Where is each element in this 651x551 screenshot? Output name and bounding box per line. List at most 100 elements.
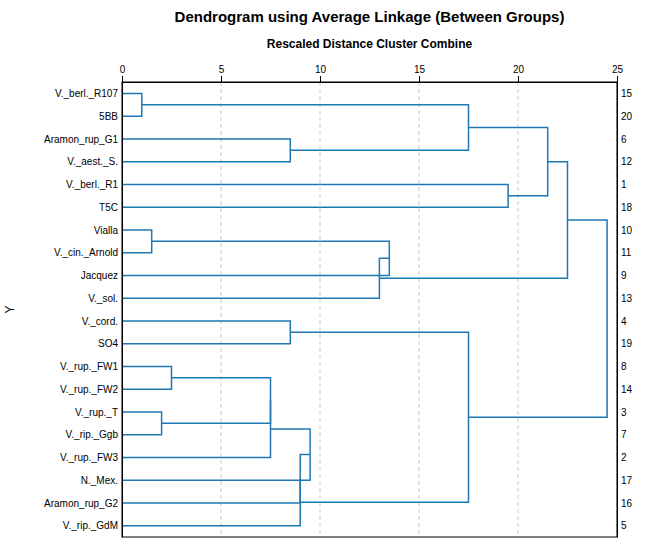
tick-label: 12: [621, 156, 633, 167]
tick-label: 10: [315, 64, 327, 75]
tick: V._aest._S.: [67, 156, 122, 167]
tick: 20: [513, 64, 525, 82]
tick-mark: [419, 76, 420, 82]
link: [142, 105, 469, 151]
link: [290, 332, 468, 502]
tick-label: 9: [621, 270, 627, 281]
tick-label: V._rup._FW3: [60, 452, 118, 463]
tick-label: 1: [621, 179, 627, 190]
tick: 5BB: [99, 111, 122, 122]
tick-label: V._aest._S.: [67, 156, 118, 167]
tick-label: 5: [219, 64, 225, 75]
tick: 9: [617, 270, 627, 281]
tick: 18: [617, 202, 633, 213]
tick: 14: [617, 384, 633, 395]
tick-label: 5: [621, 520, 627, 531]
tick: 5: [219, 64, 225, 82]
link: [122, 479, 300, 526]
tick-label: 20: [513, 64, 525, 75]
tick-label: Jacquez: [81, 270, 118, 281]
tick-label: 7: [621, 429, 627, 440]
tick-mark: [221, 76, 222, 82]
tick-label: 11: [621, 247, 632, 258]
link: [162, 378, 271, 424]
tick-label: 20: [621, 111, 633, 122]
link: [122, 139, 290, 162]
tick-label: 6: [621, 134, 627, 145]
tick: 20: [617, 111, 633, 122]
tick: 19: [617, 338, 633, 349]
tick-label: SO4: [98, 338, 118, 349]
tick-label: 3: [621, 407, 627, 418]
link: [122, 258, 389, 298]
tick: 10: [315, 64, 327, 82]
tick: Vialla: [94, 225, 122, 236]
tick: 4: [617, 316, 627, 327]
tick: 15: [414, 64, 426, 82]
tick: V._rup._FW1: [60, 361, 122, 372]
tick-label: 15: [621, 88, 633, 99]
tick-label: Vialla: [94, 225, 119, 236]
tick-label: 5BB: [99, 111, 118, 122]
tick: V._rup._FW3: [60, 452, 122, 463]
tick: V._sol.: [88, 293, 122, 304]
tick-label: 8: [621, 361, 627, 372]
link: [469, 128, 548, 196]
tick-label: 19: [621, 338, 633, 349]
tick-label: V._rup._FW1: [60, 361, 118, 372]
tick: 25: [612, 64, 624, 82]
link: [122, 321, 290, 344]
tick-label: 17: [621, 475, 633, 486]
tick: V._rup._T: [75, 407, 122, 418]
link: [122, 412, 162, 435]
tick: Jacquez: [81, 270, 122, 281]
axis-line: [122, 83, 123, 538]
y-axis: V._berl._R1075BBAramon_rup_G1V._aest._S.…: [44, 83, 122, 538]
tick-label: Aramon_rup_G2: [44, 498, 118, 509]
link: [379, 162, 567, 279]
tick-label: Aramon_rup_G1: [44, 134, 118, 145]
tick: 1: [617, 179, 627, 190]
tick-label: V._cord.: [82, 316, 118, 327]
tick-label: T5C: [99, 202, 118, 213]
grid-line: [518, 82, 519, 537]
tick-label: 18: [621, 202, 633, 213]
tick-label: N._Mex.: [81, 475, 118, 486]
tick: SO4: [98, 338, 122, 349]
grid: [122, 82, 617, 537]
tick: 17: [617, 475, 633, 486]
tick-label: V._rup._FW2: [60, 384, 118, 395]
tick-mark: [518, 76, 519, 82]
tick-label: V._cin._Arnold: [54, 247, 118, 258]
tick-label: V._sol.: [88, 293, 118, 304]
tick: V._cin._Arnold: [54, 247, 122, 258]
tick: T5C: [99, 202, 122, 213]
link: [122, 401, 271, 458]
tick: 16: [617, 498, 633, 509]
tick: V._cord.: [82, 316, 122, 327]
tick: 8: [617, 361, 627, 372]
link: [122, 230, 152, 253]
grid-line: [221, 82, 222, 537]
x-axis: 0 5 10 15 20 25: [120, 64, 624, 83]
tick: Aramon_rup_G1: [44, 134, 122, 145]
tick-mark: [617, 76, 618, 82]
tick: 6: [617, 134, 627, 145]
tick-label: V._rip._GdM: [63, 520, 118, 531]
link: [469, 220, 608, 417]
tick: Aramon_rup_G2: [44, 498, 122, 509]
link: [122, 241, 389, 275]
tick-mark: [320, 76, 321, 82]
y2-axis: 1520612118101191341981437217165: [617, 83, 633, 538]
chart: 0510152025V._berl._R1075BBAramon_rup_G1V…: [0, 0, 651, 551]
tick: 15: [617, 88, 633, 99]
links: [122, 93, 607, 525]
tick-label: 16: [621, 498, 633, 509]
tick: 0: [120, 64, 126, 82]
tick: 5: [617, 520, 627, 531]
tick-mark: [122, 76, 123, 82]
tick-label: V._rup._T: [75, 407, 118, 418]
tick-label: 0: [120, 64, 126, 75]
tick-label: 25: [612, 64, 624, 75]
tick: V._rip._GdM: [63, 520, 122, 531]
